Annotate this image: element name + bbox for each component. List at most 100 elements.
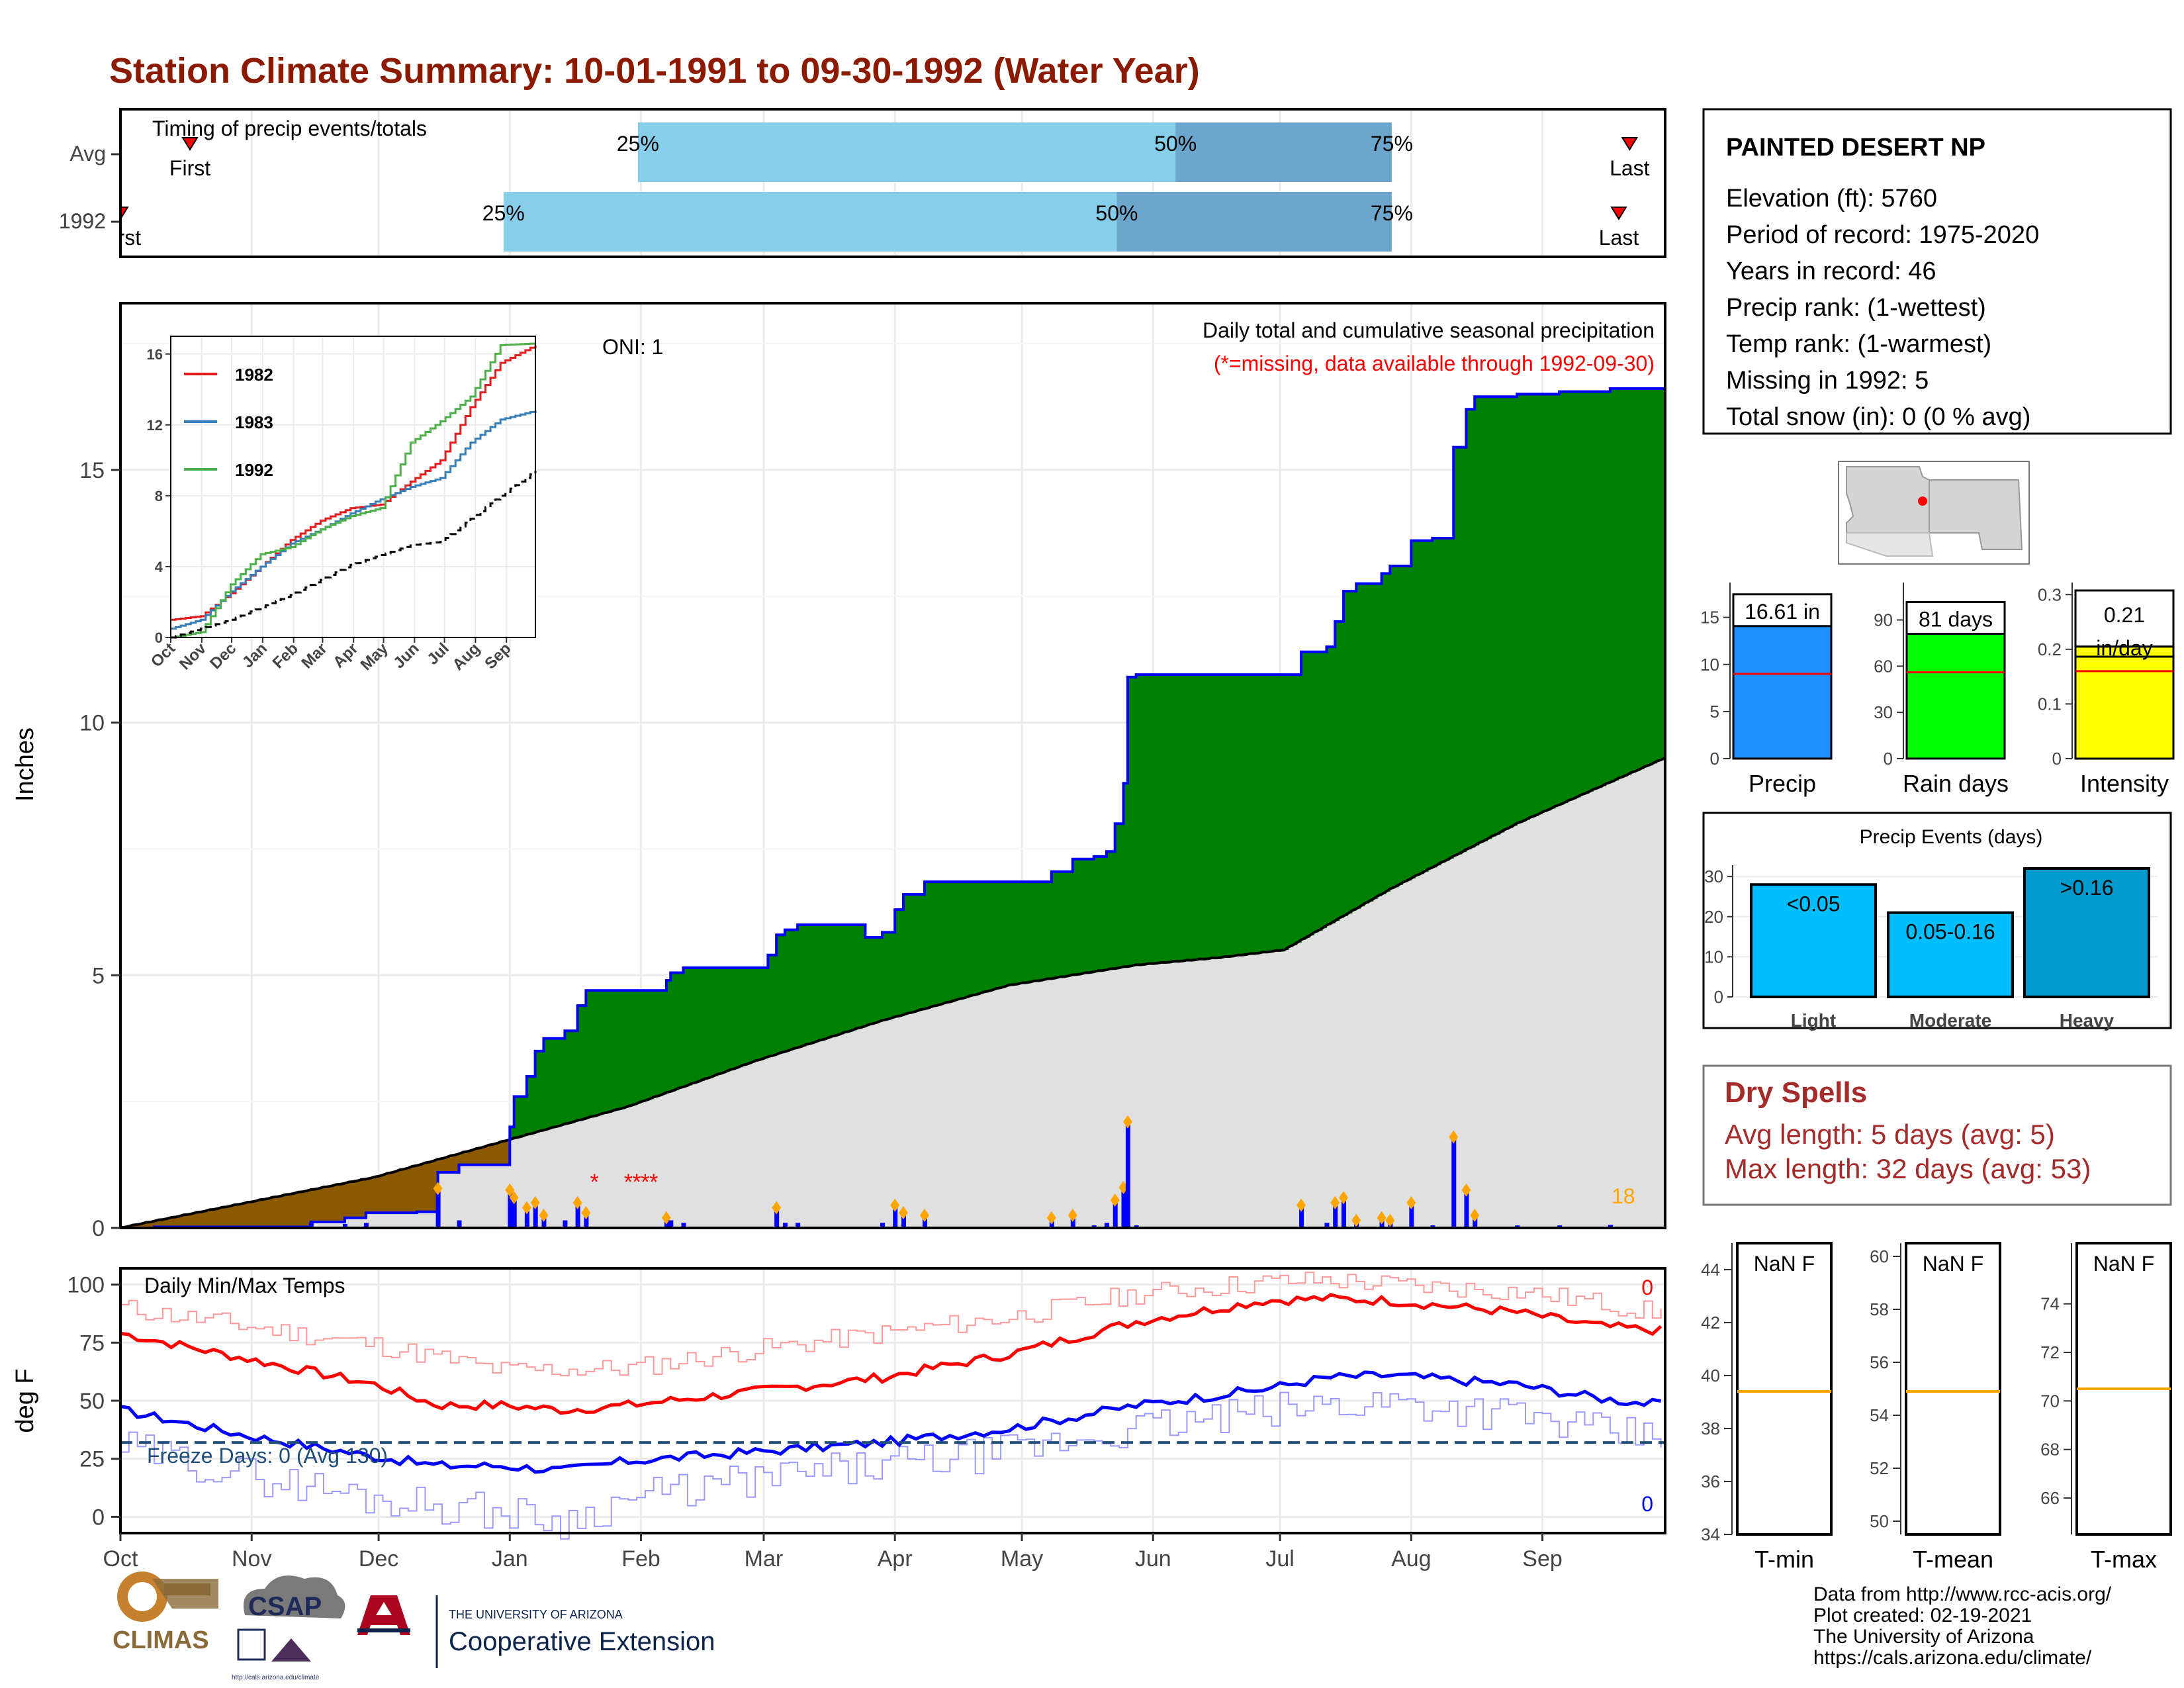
- temp-panel-ytick-label: 52: [1870, 1458, 1889, 1478]
- temp-panel-ytick-label: 70: [2040, 1391, 2060, 1411]
- temp-ylabel: deg F: [11, 1368, 39, 1432]
- temp-panel-ytick-label: 50: [1870, 1511, 1889, 1531]
- first-event-marker: [181, 137, 199, 151]
- daily-precip-bar: [533, 1202, 538, 1228]
- month-tick-label: Jan: [492, 1546, 528, 1571]
- precip-events-panel: Precip Events (days) 0 10 20 30 <0.05 Light 0.…: [1702, 812, 2172, 1031]
- csap-url: http://cals.arizona.edu/climate: [232, 1674, 320, 1681]
- month-tick-label: Feb: [621, 1546, 660, 1571]
- temp-panel-value: NaN F: [2093, 1252, 2154, 1276]
- summary-bar-label: Intensity: [2080, 770, 2169, 797]
- temp-panel-value: NaN F: [1754, 1252, 1815, 1276]
- heavy-event-marker: [581, 1206, 591, 1220]
- daily-precip-bar: [774, 1207, 780, 1228]
- precip-count-label: 18: [1612, 1184, 1635, 1208]
- inset-legend-1992: 1992: [235, 460, 273, 480]
- temp-panel-ytick-label: 44: [1701, 1260, 1720, 1280]
- daily-precip-bar: [1342, 1197, 1347, 1228]
- main-daily-bars: [308, 1115, 1613, 1228]
- above-average-area: [510, 389, 1666, 1140]
- temp-ytick-label: 100: [67, 1273, 105, 1298]
- summary-value-box: [1905, 600, 2006, 635]
- heavy-event-marker: [1046, 1211, 1056, 1225]
- summary-bar-intensity: [2074, 645, 2175, 760]
- heavy-event-marker: [1351, 1213, 1361, 1227]
- summary-ytick-label: 5: [1710, 702, 1719, 722]
- inset-line-1982: [171, 345, 537, 621]
- heavy-event-marker: [572, 1196, 582, 1209]
- ua-logo: THE UNIVERSITY OF ARIZONA Cooperative Ex…: [357, 1595, 715, 1668]
- dry-spells-max: Max length: 32 days (avg: 53): [1725, 1153, 2091, 1184]
- first-event-label: First: [169, 156, 210, 180]
- dry-spells-box: Dry Spells Avg length: 5 days (avg: 5) M…: [1702, 1064, 2172, 1206]
- daily-precip-bar: [435, 1188, 441, 1228]
- main-header: Daily total and cumulative seasonal prec…: [1203, 318, 1655, 342]
- daily-precip-bar: [575, 1202, 580, 1228]
- precip-events-chart: 0 10 20 30 <0.05 Light 0.05-0.16 Moderate >0.16 H…: [1704, 865, 2158, 1031]
- main-ytick-label: 0: [92, 1216, 105, 1241]
- temp-panel-label: T-mean: [1913, 1546, 1993, 1573]
- inset-ytick-label: 0: [155, 630, 163, 646]
- month-tick-label: Sep: [1522, 1546, 1563, 1571]
- missing-day-marker: *: [641, 1170, 649, 1195]
- summary-ytick-label: 30: [1874, 702, 1893, 722]
- heavy-event-marker: [919, 1208, 929, 1222]
- temp-panel-ytick-label: 40: [1701, 1366, 1720, 1385]
- oni-label: ONI: 1: [602, 335, 663, 359]
- temp-panel-ytick-label: 68: [2040, 1440, 2060, 1460]
- main-ytick-label: 15: [79, 458, 105, 483]
- inset-legend: 1982 1983 1992: [184, 365, 273, 480]
- timing-bar-q50-q75: [1116, 192, 1392, 252]
- summary-ytick-label: 60: [1874, 656, 1893, 676]
- events-ytick-label: 10: [1704, 947, 1723, 966]
- summary-ytick-label: 0.2: [2038, 639, 2062, 659]
- daily-precip-bar: [901, 1213, 906, 1228]
- daily-precip-bar: [1070, 1215, 1075, 1228]
- daily-precip-bar: [922, 1215, 927, 1228]
- temp-panel-ytick-label: 38: [1701, 1419, 1720, 1438]
- daily-precip-bar: [1464, 1190, 1469, 1228]
- heavy-event-marker: [1377, 1211, 1387, 1225]
- month-axis: Oct Nov Dec Jan Feb Mar Apr May Jun Jul Aug Sep: [103, 1533, 1563, 1571]
- inset-lines: [171, 342, 537, 639]
- temp-y-axis: 0 25 50 75 100: [67, 1273, 120, 1530]
- daily-precip-bar: [457, 1220, 462, 1228]
- summary-ytick-label: 0: [2052, 749, 2062, 769]
- daily-precip-bar: [1451, 1137, 1457, 1228]
- timing-mask: [0, 199, 119, 252]
- last-event-marker: [1621, 137, 1639, 151]
- daily-precip-bar: [342, 1223, 347, 1228]
- events-bin-label: >0.16: [2060, 876, 2114, 900]
- dry-spells-title: Dry Spells: [1725, 1076, 1867, 1109]
- heavy-event-marker: [1110, 1194, 1120, 1207]
- heavy-event-marker: [1470, 1208, 1480, 1222]
- daily-precip-bar: [1324, 1223, 1330, 1228]
- daily-precip-bar: [1608, 1225, 1613, 1228]
- timing-bar-q50-q75: [1175, 122, 1392, 182]
- heavy-event-marker: [1122, 1115, 1132, 1129]
- daily-precip-bar: [796, 1223, 801, 1228]
- observed-line: [120, 387, 1665, 1229]
- heavy-event-marker: [522, 1201, 531, 1215]
- month-tick-label: Nov: [232, 1546, 271, 1571]
- timing-label-75: 75%: [1371, 201, 1413, 225]
- station-precip-rank: Precip rank: (1-wettest): [1726, 294, 1986, 322]
- temp-panel-ytick-label: 54: [1870, 1405, 1889, 1425]
- station-info-box: PAINTED DESERT NP Elevation (ft): 5760 P…: [1702, 108, 2172, 435]
- heavy-event-marker: [530, 1196, 540, 1209]
- heavy-event-marker: [898, 1206, 908, 1220]
- temp-panel-value: NaN F: [1923, 1252, 1983, 1276]
- temp-panel-ytick-label: 60: [1870, 1246, 1889, 1266]
- timing-label-50: 50%: [1095, 201, 1138, 225]
- heavy-event-marker: [1449, 1130, 1459, 1144]
- month-tick-label: Jun: [1135, 1546, 1171, 1571]
- temp-grid: [119, 1268, 1665, 1533]
- temp-panel-ytick-label: 74: [2040, 1294, 2060, 1314]
- temp-panel-ytick-label: 42: [1701, 1313, 1720, 1333]
- events-ytick-label: 0: [1714, 987, 1723, 1007]
- daily-precip-bar: [893, 1205, 898, 1228]
- month-tick-label: Dec: [359, 1546, 398, 1571]
- temp-panel-ytick-label: 56: [1870, 1352, 1889, 1372]
- daily-precip-bar: [668, 1220, 674, 1228]
- avg-tmin-line: [120, 1370, 1662, 1474]
